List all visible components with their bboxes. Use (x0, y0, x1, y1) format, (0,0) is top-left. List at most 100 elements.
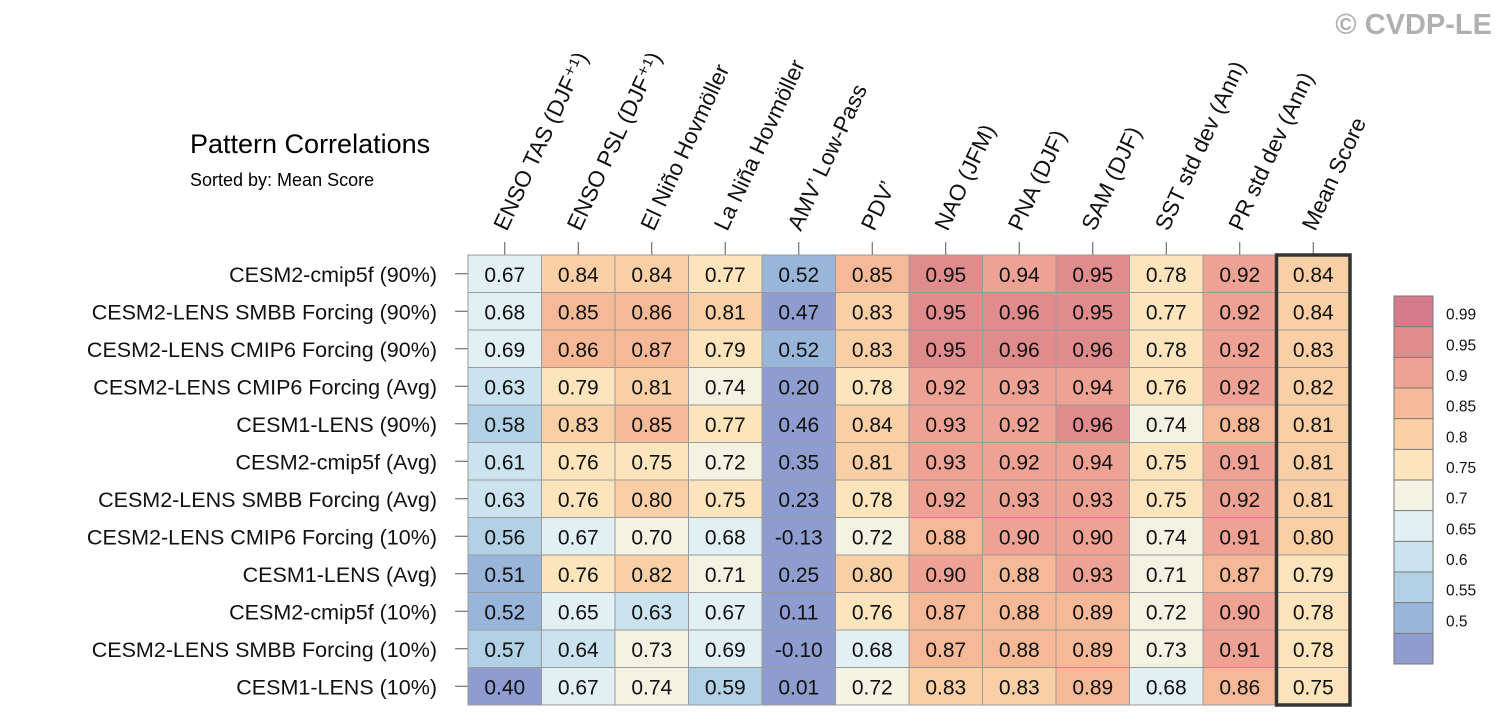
watermark-text: © CVDP-LE (1335, 9, 1492, 41)
cell-value-label: 0.84 (631, 264, 672, 287)
cell-value-label: 0.82 (1293, 376, 1334, 399)
cell-value-label: 0.11 (779, 601, 818, 624)
cell-value-label: 0.70 (631, 526, 672, 549)
colorbar-segment (1394, 480, 1433, 511)
mean-score-highlight (1274, 253, 1352, 707)
heatmap-cell (1055, 667, 1130, 706)
cell-value-label: 0.83 (852, 339, 893, 362)
colorbar: 0.99 0.95 0.9 0.85 0.8 0.75 0.7 0.65 0.6 0.55 0.5 (1393, 295, 1476, 665)
heatmap-cell (1129, 554, 1204, 593)
row-label: CESM2-cmip5f (90%) (229, 263, 437, 287)
row-label: CESM2-LENS CMIP6 Forcing (90%) (87, 338, 437, 362)
column-label: AMV’ Low-Pass (783, 80, 872, 234)
heatmap-cell (1202, 442, 1277, 481)
heatmap-cell (1055, 367, 1130, 406)
cell-value-label: 0.84 (558, 264, 599, 287)
heatmap-cell (761, 367, 836, 406)
row-label: CESM2-LENS SMBB Forcing (Avg) (98, 488, 437, 512)
heatmap-cell (614, 292, 689, 331)
colorbar-segment (1394, 602, 1433, 634)
heatmap-cell (908, 367, 983, 406)
cell-value-label: 0.75 (1293, 676, 1334, 699)
cell-value-label: 0.76 (558, 451, 599, 474)
cell-value-label: 0.93 (999, 376, 1040, 399)
cell-value-label: 0.74 (631, 676, 672, 699)
cell-value-label: 0.20 (778, 376, 819, 399)
colorbar-segment (1394, 633, 1433, 664)
cell-value-label: 0.87 (925, 601, 966, 624)
cell-value-label: 0.88 (999, 564, 1040, 587)
column-label: Mean Score (1297, 114, 1371, 235)
column-labels: ENSO TAS (DJF⁺¹)ENSO PSL (DJF⁺¹)El Niño … (489, 48, 1371, 234)
heatmap-cell (614, 554, 689, 593)
heatmap-cell (614, 254, 689, 293)
heatmap-cell (761, 667, 836, 706)
cell-value-label: 0.74 (1146, 526, 1187, 549)
colorbar-label: 0.85 (1446, 399, 1476, 416)
cell-value-label: 0.93 (1072, 489, 1113, 512)
heatmap-cell (1129, 442, 1204, 481)
heatmap-cell (467, 517, 542, 556)
row-label: CESM2-cmip5f (Avg) (235, 450, 437, 474)
colorbar-segment (1394, 326, 1433, 358)
heatmap-cell (761, 517, 836, 556)
heatmap-cell (1129, 479, 1204, 518)
cell-value-label: 0.86 (558, 339, 599, 362)
cell-value-label: 0.78 (852, 376, 893, 399)
cell-value-label: 0.57 (484, 639, 525, 662)
heatmap-cell (1202, 404, 1277, 443)
cell-value-label: 0.25 (778, 564, 819, 587)
heatmap-cell (982, 292, 1057, 331)
heatmap-cell (467, 367, 542, 406)
cell-value-label: 0.75 (705, 489, 746, 512)
cell-value-label: -0.10 (775, 639, 823, 662)
heatmap-cell (1055, 254, 1130, 293)
colorbar-segment (1394, 418, 1433, 450)
column-label: PDV’ (856, 177, 900, 234)
cell-value-label: 0.85 (852, 264, 893, 287)
heatmap-cell (982, 592, 1057, 631)
heatmap-cell (1202, 367, 1277, 406)
heatmap-cell (1202, 517, 1277, 556)
heatmap-cell (835, 592, 910, 631)
cell-value-label: 0.83 (558, 414, 599, 437)
cell-value-label: 0.78 (1146, 264, 1187, 287)
cell-value-label: 0.81 (1293, 414, 1334, 437)
row-label: CESM1-LENS (10%) (236, 675, 437, 699)
heatmap-cell (541, 292, 616, 331)
heatmap-cells: 0.67 0.84 0.84 0.77 0.52 0.85 0.95 0.94 0.95 0.78… (467, 254, 1351, 706)
axis-ticks (455, 242, 1314, 687)
cell-value-label: 0.81 (705, 301, 746, 324)
heatmap-cell (467, 479, 542, 518)
cell-value-label: 0.88 (999, 639, 1040, 662)
cell-value-label: 0.83 (925, 676, 966, 699)
heatmap-cell (1055, 554, 1130, 593)
heatmap-cell (1129, 517, 1204, 556)
cell-value-label: 0.92 (925, 376, 966, 399)
cell-value-label: 0.93 (925, 451, 966, 474)
cell-value-label: 0.95 (1072, 264, 1113, 287)
cell-value-label: 0.80 (631, 489, 672, 512)
colorbar-label: 0.95 (1446, 337, 1476, 354)
heatmap-cell (467, 254, 542, 293)
cell-value-label: -0.13 (775, 526, 823, 549)
colorbar-label: 0.65 (1446, 521, 1476, 538)
colorbar-label: 0.6 (1446, 552, 1468, 569)
cell-value-label: 0.74 (705, 376, 746, 399)
cell-value-label: 0.91 (1219, 451, 1260, 474)
row-label: CESM2-cmip5f (10%) (229, 600, 437, 624)
cell-value-label: 0.52 (778, 264, 819, 287)
cell-value-label: 0.83 (999, 676, 1040, 699)
heatmap-cell (614, 517, 689, 556)
cell-value-label: 0.69 (705, 639, 746, 662)
cell-value-label: 0.95 (1072, 301, 1113, 324)
colorbar-segment (1394, 296, 1433, 327)
heatmap-cell (467, 667, 542, 706)
heatmap-cell (1129, 592, 1204, 631)
cell-value-label: 0.67 (705, 601, 746, 624)
colorbar-label: 0.5 (1446, 613, 1468, 630)
cell-value-label: 0.72 (1146, 601, 1187, 624)
heatmap-cell (1055, 292, 1130, 331)
heatmap-cell (1129, 367, 1204, 406)
column-label: SAM (DJF) (1077, 123, 1147, 234)
